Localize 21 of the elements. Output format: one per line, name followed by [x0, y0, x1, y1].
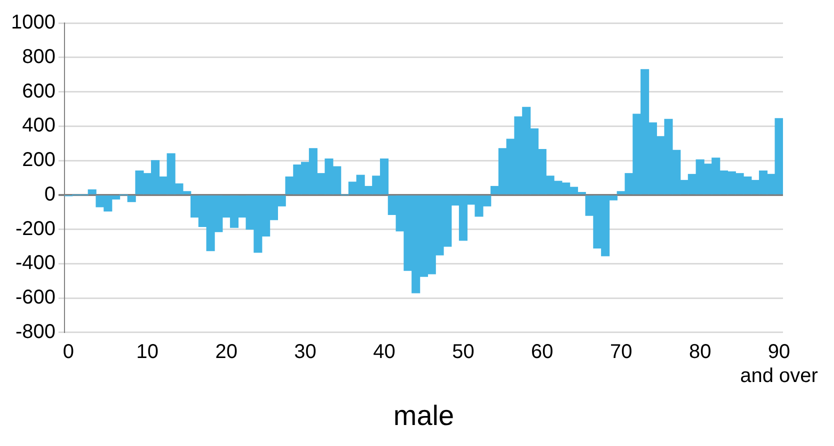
y-tick-label: 1000 — [10, 12, 56, 34]
y-tick-label: -800 — [15, 320, 56, 343]
y-tick-label: -400 — [15, 252, 56, 274]
x-tick-label: 70 — [610, 340, 632, 363]
y-tick-label: 600 — [22, 80, 56, 102]
x-axis-title: male — [393, 400, 454, 431]
y-tick-label: 0 — [44, 183, 56, 206]
x-tick-label: 60 — [531, 340, 554, 363]
y-tick-label: 800 — [22, 46, 56, 68]
y-tick-label: 200 — [22, 149, 56, 172]
x-tick-label: 0 — [62, 340, 74, 363]
x-tick-label: 50 — [452, 340, 474, 363]
x-tick-label: 30 — [294, 340, 316, 363]
y-tick-label: 400 — [22, 114, 56, 137]
y-tick-label: -200 — [15, 218, 56, 240]
x-tick-label: 10 — [136, 340, 159, 363]
x-tick-label: 40 — [373, 340, 396, 363]
x-tick-label: 80 — [688, 340, 712, 363]
y-tick-label: -600 — [15, 286, 56, 309]
x-tick-label: 20 — [215, 340, 238, 363]
x-tick-label: 90 and over — [740, 340, 818, 387]
